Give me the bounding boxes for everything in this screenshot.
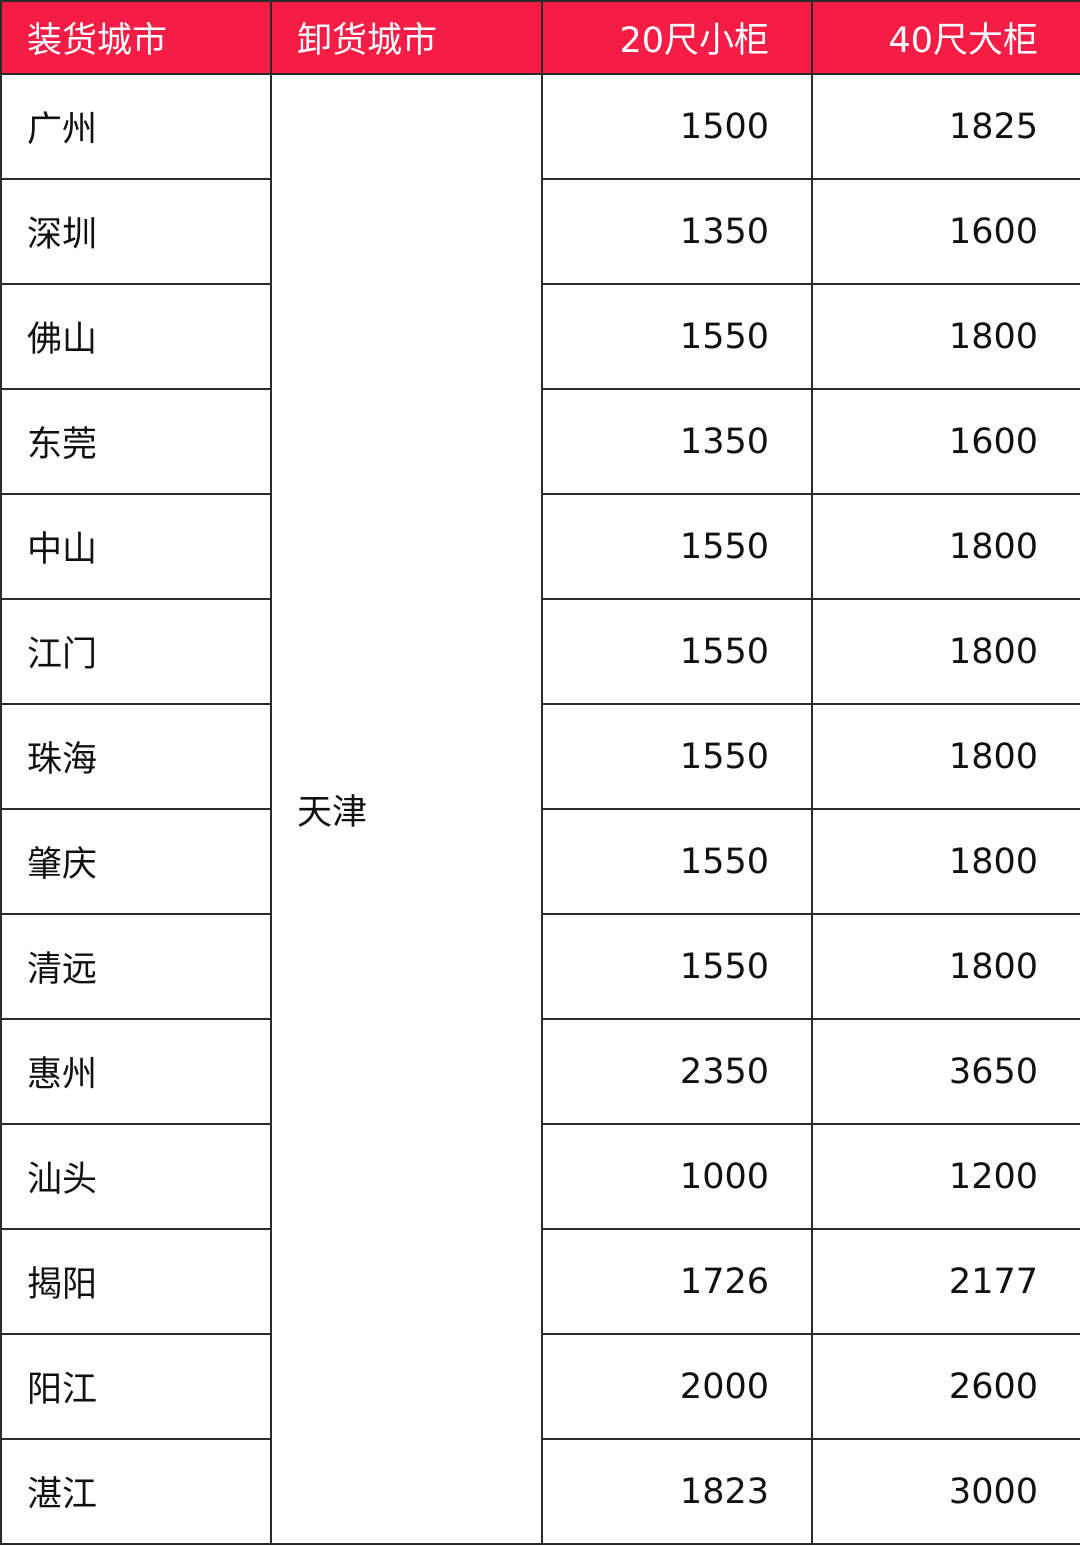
origin-city-cell: 珠海 (0, 703, 272, 810)
price-20ft-cell: 1500 (541, 73, 813, 180)
price-40ft-cell: 1600 (811, 388, 1080, 495)
price-20ft-cell: 1350 (541, 388, 813, 495)
table-row: 深圳 1350 1600 (0, 178, 1080, 285)
price-40ft-cell: 1825 (811, 73, 1080, 180)
price-40ft-cell: 2177 (811, 1228, 1080, 1335)
table-row: 佛山 1550 1800 (0, 283, 1080, 390)
origin-city-cell: 汕头 (0, 1123, 272, 1230)
table-row: 东莞 1350 1600 (0, 388, 1080, 495)
price-40ft-cell: 1800 (811, 808, 1080, 915)
price-20ft-cell: 1726 (541, 1228, 813, 1335)
origin-city-cell: 佛山 (0, 283, 272, 390)
price-20ft-cell: 1550 (541, 598, 813, 705)
header-origin-city: 装货城市 (0, 0, 272, 75)
price-20ft-cell: 2350 (541, 1018, 813, 1125)
table-row: 广州 天津 1500 1825 (0, 73, 1080, 1545)
origin-city-cell: 中山 (0, 493, 272, 600)
destination-city-cell: 天津 (270, 73, 543, 1545)
origin-city-cell: 东莞 (0, 388, 272, 495)
table-row: 清远 1550 1800 (0, 913, 1080, 1020)
table-row: 惠州 2350 3650 (0, 1018, 1080, 1125)
origin-city-cell: 肇庆 (0, 808, 272, 915)
table-row: 汕头 1000 1200 (0, 1123, 1080, 1230)
price-40ft-cell: 1800 (811, 283, 1080, 390)
price-20ft-cell: 1550 (541, 703, 813, 810)
header-destination-city: 卸货城市 (270, 0, 543, 75)
price-40ft-cell: 1200 (811, 1123, 1080, 1230)
header-40ft-container: 40尺大柜 (811, 0, 1080, 75)
price-40ft-cell: 3650 (811, 1018, 1080, 1125)
table-row: 揭阳 1726 2177 (0, 1228, 1080, 1335)
price-20ft-cell: 1000 (541, 1123, 813, 1230)
origin-city-cell: 江门 (0, 598, 272, 705)
price-20ft-cell: 1550 (541, 283, 813, 390)
price-20ft-cell: 1550 (541, 913, 813, 1020)
origin-city-cell: 惠州 (0, 1018, 272, 1125)
price-20ft-cell: 1823 (541, 1438, 813, 1545)
price-40ft-cell: 3000 (811, 1438, 1080, 1545)
table-row: 中山 1550 1800 (0, 493, 1080, 600)
origin-city-cell: 湛江 (0, 1438, 272, 1545)
table-row: 江门 1550 1800 (0, 598, 1080, 705)
header-row: 装货城市 卸货城市 20尺小柜 40尺大柜 (0, 0, 1080, 75)
table-row: 肇庆 1550 1800 (0, 808, 1080, 915)
origin-city-cell: 阳江 (0, 1333, 272, 1440)
table-row: 阳江 2000 2600 (0, 1333, 1080, 1440)
table-body: 广州 天津 1500 1825 深圳 1350 1600 佛山 1550 1800 东莞 1350 16… (0, 73, 1080, 1545)
price-20ft-cell: 1550 (541, 808, 813, 915)
price-20ft-cell: 1550 (541, 493, 813, 600)
price-40ft-cell: 2600 (811, 1333, 1080, 1440)
table-row: 珠海 1550 1800 (0, 703, 1080, 810)
price-40ft-cell: 1800 (811, 913, 1080, 1020)
price-40ft-cell: 1800 (811, 598, 1080, 705)
table-row: 湛江 1823 3000 (0, 1438, 1080, 1545)
price-20ft-cell: 1350 (541, 178, 813, 285)
origin-city-cell: 清远 (0, 913, 272, 1020)
origin-city-cell: 深圳 (0, 178, 272, 285)
origin-city-cell: 广州 (0, 73, 272, 180)
origin-city-cell: 揭阳 (0, 1228, 272, 1335)
price-40ft-cell: 1600 (811, 178, 1080, 285)
price-20ft-cell: 2000 (541, 1333, 813, 1440)
price-40ft-cell: 1800 (811, 493, 1080, 600)
header-20ft-container: 20尺小柜 (541, 0, 813, 75)
price-40ft-cell: 1800 (811, 703, 1080, 810)
